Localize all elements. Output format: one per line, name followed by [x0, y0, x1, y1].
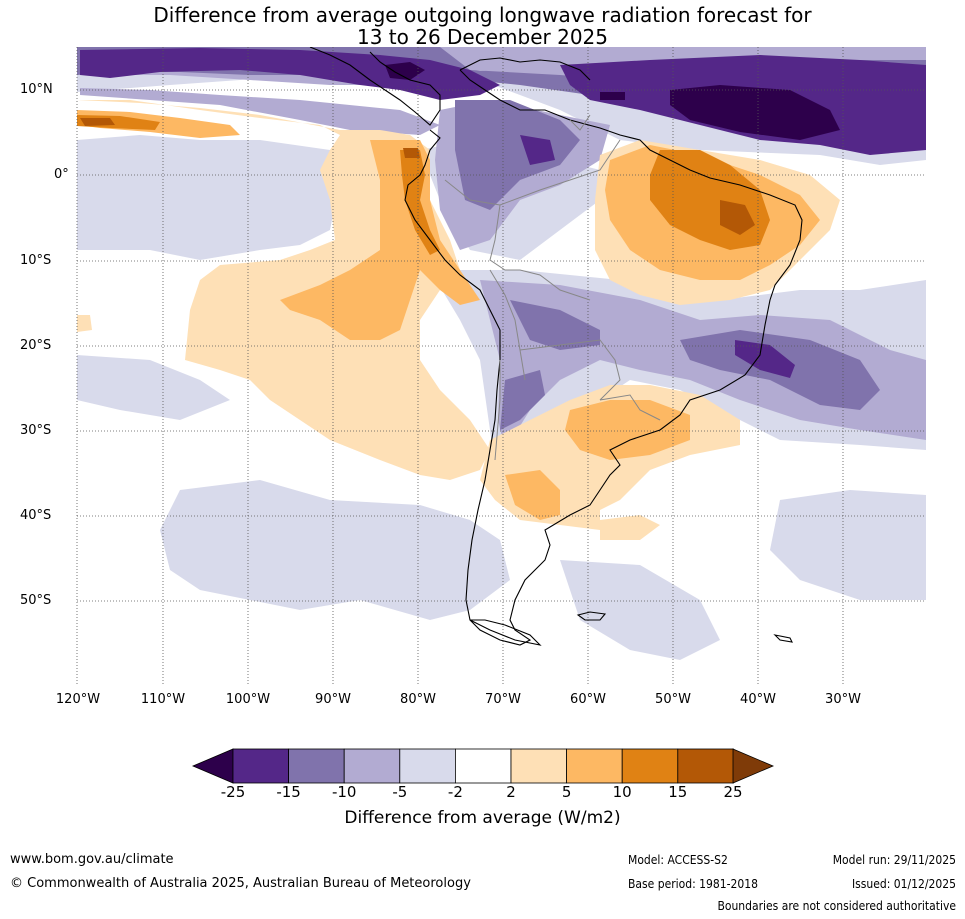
colorbar-tick: 2	[506, 783, 516, 801]
country-borders	[444, 114, 661, 461]
colorbar-tick: 10	[612, 783, 632, 801]
anomaly-region	[735, 340, 795, 378]
base-period: Base period: 1981-2018	[628, 877, 759, 891]
colorbar-tick: 5	[561, 783, 572, 801]
colorbar-segment	[343, 748, 401, 784]
anomaly-region	[670, 85, 840, 140]
colorbar-segment	[510, 748, 567, 784]
model-run: Model run: 29/11/2025	[832, 853, 956, 867]
lon-label: 90°W	[315, 692, 351, 707]
tierra-del-fuego	[469, 619, 542, 646]
coastline-central-america	[309, 47, 441, 126]
anomaly-region	[160, 480, 510, 620]
border	[444, 139, 621, 206]
anomaly-region	[600, 92, 625, 100]
anomaly-region	[77, 315, 92, 332]
lat-label: 50°S	[20, 593, 52, 608]
anomaly-region	[280, 140, 480, 340]
colorbar-segment	[677, 748, 734, 784]
colorbar-tick: 25	[723, 783, 743, 801]
anomaly-region	[720, 200, 755, 235]
lat-label: 20°S	[20, 338, 52, 353]
anomaly-region	[403, 148, 420, 158]
website-link[interactable]: www.bom.gov.au/climate	[10, 852, 174, 867]
border	[569, 114, 591, 131]
lon-label: 50°W	[655, 692, 691, 707]
lat-label: 40°S	[20, 508, 52, 523]
anomaly-region	[560, 560, 720, 660]
anomaly-region	[770, 490, 926, 600]
coastline-south-america	[404, 69, 803, 646]
lon-label: 110°W	[140, 692, 186, 707]
colorbar-tick: -5	[392, 783, 408, 801]
lon-label: 70°W	[485, 692, 521, 707]
graticule	[76, 47, 926, 685]
south-georgia	[773, 634, 793, 643]
colorbar-segment	[621, 748, 679, 784]
colorbar-segment	[399, 748, 456, 784]
anomaly-region	[505, 470, 560, 520]
colorbar-segment-gt-25	[732, 748, 775, 784]
lon-label: 60°W	[570, 692, 606, 707]
anomaly-region	[77, 355, 230, 420]
border	[519, 339, 621, 401]
colorbar-segment	[232, 748, 289, 784]
anomaly-region	[385, 62, 425, 80]
model-name: Model: ACCESS-S2	[628, 853, 728, 867]
anomaly-field	[77, 47, 926, 685]
lat-label: 10°N	[20, 82, 53, 97]
colorbar-tick: -10	[331, 783, 357, 801]
boundary-disclaimer: Boundaries are not considered authoritat…	[717, 899, 956, 913]
anomaly-region	[400, 150, 440, 255]
colorbar-tick: -25	[220, 783, 246, 801]
colorbar-segment	[288, 748, 345, 784]
colorbar-label: Difference from average (W/m2)	[344, 808, 621, 828]
lat-label: 10°S	[20, 253, 52, 268]
falkland-islands	[576, 611, 607, 621]
anomaly-region	[520, 135, 555, 165]
lon-label: 120°W	[55, 692, 101, 707]
colorbar-tick: 15	[668, 783, 688, 801]
anomaly-region	[80, 88, 440, 135]
issued-date: Issued: 01/12/2025	[851, 877, 956, 891]
lon-label: 40°W	[740, 692, 776, 707]
anomaly-region	[565, 400, 690, 460]
copyright-text: © Commonwealth of Australia 2025, Austra…	[10, 876, 471, 891]
colorbar-tick: -15	[276, 783, 301, 801]
border	[599, 394, 661, 421]
lon-label: 80°W	[400, 692, 436, 707]
anomaly-region	[455, 100, 580, 210]
anomaly-region	[77, 135, 340, 260]
border	[489, 269, 526, 381]
anomaly-region	[480, 280, 926, 450]
coastline-caribbean	[459, 57, 591, 81]
colorbar-segment	[566, 748, 623, 784]
lon-label: 100°W	[225, 692, 271, 707]
colorbar-segment	[454, 748, 512, 784]
anomaly-region	[500, 370, 545, 430]
anomaly-region	[510, 300, 600, 350]
colorbar	[191, 748, 775, 784]
lon-label: 30°W	[825, 692, 861, 707]
anomaly-region	[80, 48, 500, 100]
map-title: Difference from average outgoing longwav…	[0, 4, 965, 48]
border	[489, 204, 591, 301]
anomaly-region	[600, 515, 660, 540]
border	[494, 360, 501, 461]
colorbar-segment-lt-25	[191, 748, 234, 784]
coastlines	[309, 47, 803, 646]
colorbar-tick: -2	[447, 783, 463, 801]
lat-label: 30°S	[20, 423, 52, 438]
title-line-2: 13 to 26 December 2025	[356, 25, 608, 49]
anomaly-region	[80, 118, 115, 126]
lat-label: 0°	[54, 167, 69, 182]
title-line-1: Difference from average outgoing longwav…	[153, 3, 812, 27]
